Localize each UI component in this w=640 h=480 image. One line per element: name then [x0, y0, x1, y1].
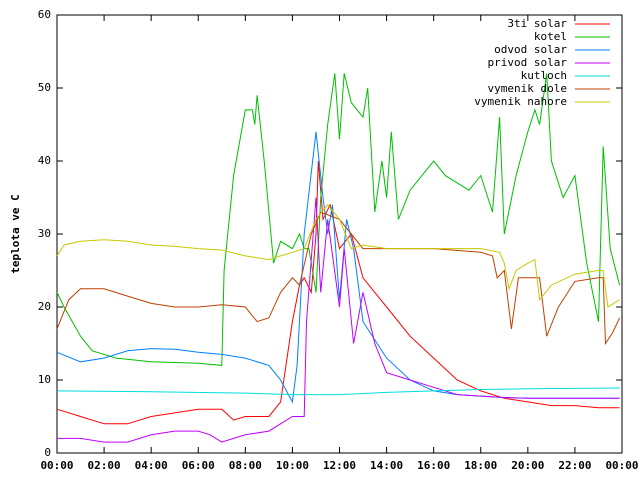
y-tick-label: 30	[38, 227, 51, 240]
series-line	[56, 160, 620, 425]
x-tick-label: 00:00	[605, 459, 638, 472]
series-line	[57, 197, 620, 443]
x-tick-label: 02:00	[88, 459, 121, 472]
x-tick-label: 20:00	[511, 459, 544, 472]
legend-label: kutloch	[521, 69, 567, 82]
series-line	[56, 387, 620, 396]
y-tick-label: 60	[38, 8, 51, 21]
series-line	[56, 204, 620, 308]
y-tick-label: 40	[38, 154, 51, 167]
x-tick-label: 10:00	[276, 459, 309, 472]
x-tick-label: 06:00	[182, 459, 215, 472]
y-axis-label: teplota ve C	[9, 194, 22, 273]
x-tick-label: 00:00	[40, 459, 73, 472]
y-tick-label: 0	[44, 446, 51, 459]
legend-label: 3ti solar	[507, 17, 567, 30]
legend-label: vymenik dole	[488, 82, 567, 95]
legend-label: odvod solar	[494, 43, 567, 56]
x-tick-label: 08:00	[229, 459, 262, 472]
legend-label: privod solar	[488, 56, 568, 69]
x-tick-label: 18:00	[464, 459, 497, 472]
y-tick-label: 50	[38, 81, 51, 94]
x-tick-label: 14:00	[370, 459, 403, 472]
x-tick-label: 22:00	[558, 459, 591, 472]
y-tick-label: 10	[38, 373, 51, 386]
series-line	[56, 211, 621, 346]
x-tick-label: 04:00	[135, 459, 168, 472]
legend-label: kotel	[534, 30, 567, 43]
y-tick-label: 20	[38, 300, 51, 313]
legend-label: vymenik nahore	[474, 95, 567, 108]
x-tick-label: 16:00	[417, 459, 450, 472]
x-tick-label: 12:00	[323, 459, 356, 472]
series-line	[56, 131, 620, 404]
series-line	[56, 73, 621, 366]
